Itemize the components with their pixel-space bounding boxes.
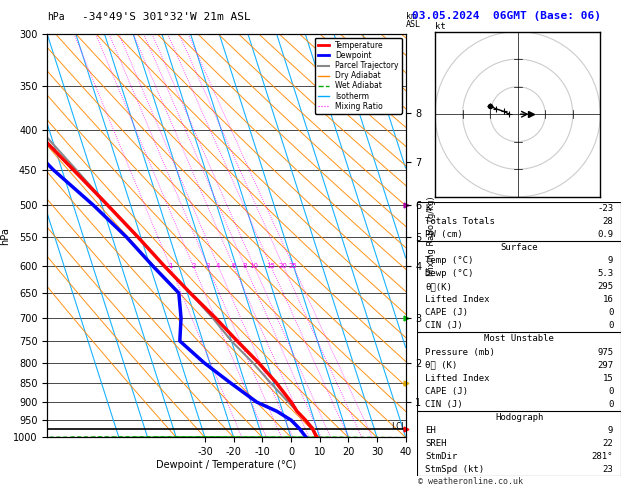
Text: CIN (J): CIN (J) [425,400,463,409]
Text: EH: EH [425,426,436,435]
Text: 03.05.2024  06GMT (Base: 06): 03.05.2024 06GMT (Base: 06) [412,11,601,21]
Text: Dewp (°C): Dewp (°C) [425,269,474,278]
Text: Pressure (mb): Pressure (mb) [425,347,495,357]
Text: hPa: hPa [47,12,65,22]
Text: 4: 4 [216,263,220,269]
Text: Temp (°C): Temp (°C) [425,256,474,265]
Text: CAPE (J): CAPE (J) [425,308,468,317]
Text: -34°49'S 301°32'W 21m ASL: -34°49'S 301°32'W 21m ASL [82,12,250,22]
Text: Totals Totals: Totals Totals [425,217,495,226]
Text: 297: 297 [597,361,613,370]
Text: 5.3: 5.3 [597,269,613,278]
Text: LCL: LCL [391,421,406,431]
Text: Hodograph: Hodograph [495,413,543,422]
Text: Surface: Surface [501,243,538,252]
Text: 16: 16 [603,295,613,304]
X-axis label: Dewpoint / Temperature (°C): Dewpoint / Temperature (°C) [157,460,296,470]
Text: 8: 8 [243,263,247,269]
Text: 0: 0 [608,321,613,330]
Y-axis label: hPa: hPa [0,227,10,244]
Text: SREH: SREH [425,439,447,448]
Text: K: K [425,204,431,213]
Text: PW (cm): PW (cm) [425,230,463,239]
Text: 20: 20 [279,263,287,269]
Text: StmSpd (kt): StmSpd (kt) [425,465,484,474]
Text: 28: 28 [603,217,613,226]
Text: 9: 9 [608,256,613,265]
Text: © weatheronline.co.uk: © weatheronline.co.uk [418,477,523,486]
Text: 22: 22 [603,439,613,448]
Text: Lifted Index: Lifted Index [425,374,490,382]
Text: StmDir: StmDir [425,452,457,461]
Text: 9: 9 [608,426,613,435]
Text: Most Unstable: Most Unstable [484,334,554,344]
Text: 3: 3 [205,263,210,269]
Legend: Temperature, Dewpoint, Parcel Trajectory, Dry Adiabat, Wet Adiabat, Isotherm, Mi: Temperature, Dewpoint, Parcel Trajectory… [314,38,402,114]
Text: kt: kt [435,22,446,31]
Text: θᴇ(K): θᴇ(K) [425,282,452,291]
Text: 23: 23 [603,465,613,474]
Text: 2: 2 [191,263,196,269]
Text: Lifted Index: Lifted Index [425,295,490,304]
Text: -23: -23 [597,204,613,213]
Text: 0: 0 [608,400,613,409]
Text: θᴇ (K): θᴇ (K) [425,361,457,370]
Text: km: km [406,12,416,21]
Text: 295: 295 [597,282,613,291]
Text: 15: 15 [267,263,276,269]
Text: 1: 1 [168,263,172,269]
Text: 0.9: 0.9 [597,230,613,239]
Text: CIN (J): CIN (J) [425,321,463,330]
Text: 10: 10 [250,263,259,269]
Text: 0: 0 [608,387,613,396]
Text: ASL: ASL [406,20,421,30]
Text: 0: 0 [608,308,613,317]
Text: 975: 975 [597,347,613,357]
Text: 281°: 281° [592,452,613,461]
Text: CAPE (J): CAPE (J) [425,387,468,396]
Text: 6: 6 [231,263,236,269]
Y-axis label: Mixing Ratio (g/kg): Mixing Ratio (g/kg) [427,196,437,276]
Text: 15: 15 [603,374,613,382]
Text: 25: 25 [289,263,298,269]
